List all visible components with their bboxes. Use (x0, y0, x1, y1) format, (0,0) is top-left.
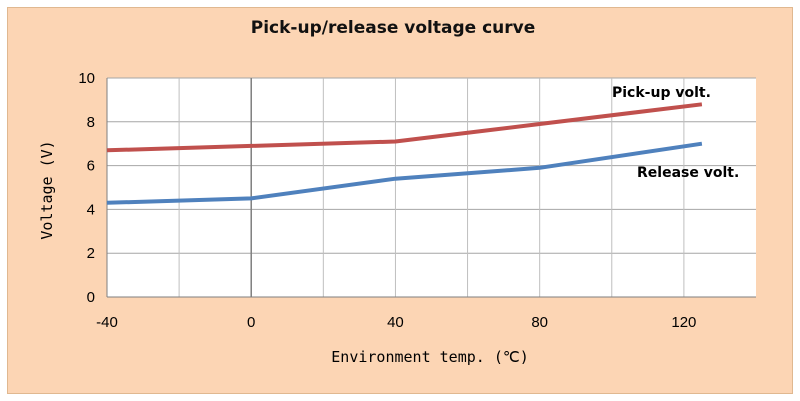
y-axis-title: Voltage (V) (38, 140, 56, 239)
x-tick-labels: -40 0 40 80 120 (96, 314, 696, 331)
axes (106, 78, 756, 298)
x-axis-title: Environment temp. (℃) (331, 348, 528, 366)
chart-title: Pick-up/release voltage curve (251, 18, 536, 38)
y-tick-label: 8 (87, 114, 95, 131)
x-tick-label: 80 (531, 314, 548, 331)
x-tick-label: -40 (96, 314, 118, 331)
series-label-release: Release volt. (637, 165, 739, 181)
y-tick-label: 6 (87, 158, 95, 175)
series-label-pickup: Pick-up volt. (612, 85, 711, 101)
y-tick-label: 10 (78, 70, 95, 87)
y-tick-labels: 0 2 4 6 8 10 (78, 70, 95, 306)
y-tick-label: 2 (87, 245, 95, 262)
plot-area (107, 78, 756, 297)
x-tick-label: 0 (247, 314, 255, 331)
x-tick-label: 120 (671, 314, 696, 331)
y-tick-label: 4 (87, 201, 95, 218)
pickup-voltage-line (106, 102, 703, 153)
series-lines (106, 102, 703, 205)
y-tick-label: 0 (87, 289, 95, 306)
x-tick-label: 40 (387, 314, 404, 331)
release-voltage-line (106, 141, 703, 205)
